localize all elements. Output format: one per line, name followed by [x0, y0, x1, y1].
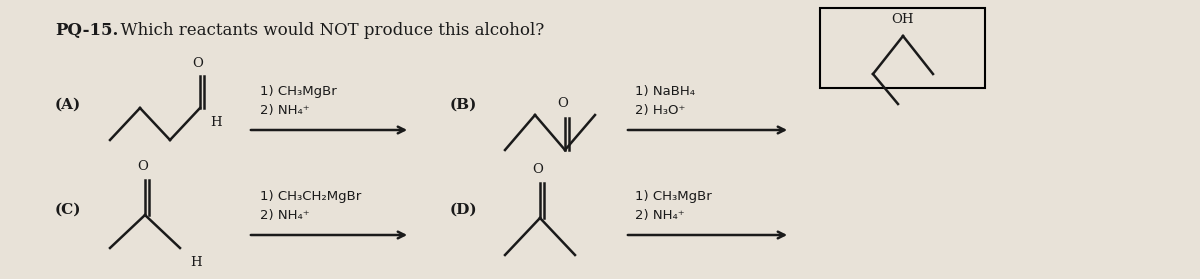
Text: 1) CH₃MgBr
2) NH₄⁺: 1) CH₃MgBr 2) NH₄⁺ [260, 85, 337, 117]
Text: O: O [138, 160, 149, 173]
Text: 1) CH₃CH₂MgBr
2) NH₄⁺: 1) CH₃CH₂MgBr 2) NH₄⁺ [260, 190, 361, 222]
Text: O: O [558, 97, 569, 110]
Text: H: H [210, 116, 222, 129]
Text: 1) NaBH₄
2) H₃O⁺: 1) NaBH₄ 2) H₃O⁺ [635, 85, 695, 117]
Text: (B): (B) [450, 98, 478, 112]
Text: O: O [192, 57, 204, 70]
Text: O: O [533, 163, 544, 176]
Text: (D): (D) [450, 203, 478, 217]
Text: Which reactants would NOT produce this alcohol?: Which reactants would NOT produce this a… [110, 22, 545, 39]
Text: PQ-15.: PQ-15. [55, 22, 119, 39]
Text: H: H [190, 256, 202, 269]
Text: (A): (A) [55, 98, 82, 112]
Text: (C): (C) [55, 203, 82, 217]
Text: 1) CH₃MgBr
2) NH₄⁺: 1) CH₃MgBr 2) NH₄⁺ [635, 190, 712, 222]
Text: OH: OH [892, 13, 914, 26]
Bar [820, 8, 985, 88]
